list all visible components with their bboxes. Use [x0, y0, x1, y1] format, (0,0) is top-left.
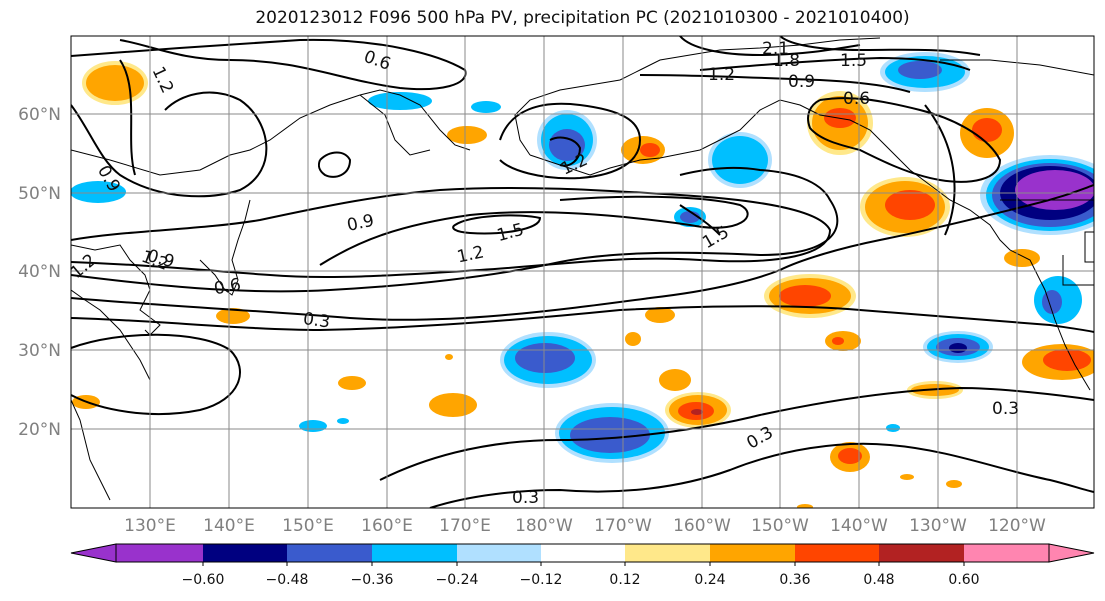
lon-label: 130°W: [909, 516, 967, 536]
colorbar-segment: [879, 544, 964, 562]
contour-label: 2.1: [762, 39, 789, 59]
lat-label: 20°N: [18, 420, 61, 440]
lon-label: 170°E: [439, 516, 491, 536]
contour-label: 0.3: [512, 488, 539, 508]
colorbar-segment: [287, 544, 372, 562]
colorbar-segment: [964, 544, 1049, 562]
contour-label: 0.6: [843, 89, 870, 109]
longitude-labels: 130°E 140°E 150°E 160°E 170°E 180°W 170°…: [124, 516, 1046, 536]
colorbar-tick-label: 0.12: [609, 572, 640, 588]
lon-label: 120°W: [988, 516, 1046, 536]
colorbar-tick-label: −0.24: [436, 572, 479, 588]
contour-label: 0.9: [788, 72, 815, 92]
colorbar-tick-label: −0.60: [182, 572, 225, 588]
map-title: 2020123012 F096 500 hPa PV, precipitatio…: [255, 8, 910, 28]
contour-label: 0.6: [212, 275, 242, 299]
lon-label: 160°E: [361, 516, 413, 536]
lon-label: 130°E: [124, 516, 176, 536]
precip-shading: [71, 52, 1094, 508]
colorbar-tick-label: 0.24: [694, 572, 725, 588]
colorbar-extend-max: [1048, 543, 1095, 563]
colorbar-tick-label: 0.36: [779, 572, 810, 588]
lat-label: 50°N: [18, 184, 61, 204]
lat-label: 30°N: [18, 341, 61, 361]
colorbar-segment: [372, 544, 457, 562]
lat-label: 60°N: [18, 105, 61, 125]
contour-label: 1.8: [773, 51, 800, 71]
gridlines: [71, 36, 1094, 508]
colorbar-segment: [541, 544, 625, 562]
colorbar-segment: [116, 544, 203, 562]
contour-label: 0.3: [992, 399, 1019, 419]
colorbar-segment: [795, 544, 879, 562]
colorbar-segment: [710, 544, 795, 562]
latitude-labels: 60°N 50°N 40°N 30°N 20°N: [18, 105, 61, 440]
colorbar-ticks: [202, 562, 965, 566]
lon-label: 150°E: [282, 516, 334, 536]
lon-label: 180°W: [515, 516, 573, 536]
pv-contours: [71, 36, 1094, 508]
lat-label: 40°N: [18, 262, 61, 282]
colorbar: −0.60 −0.48 −0.36 −0.24 −0.12 0.12 0.24 …: [70, 543, 1095, 588]
lon-label: 150°W: [751, 516, 809, 536]
colorbar-tick-label: 0.60: [948, 572, 979, 588]
map-frame: [70, 35, 1095, 509]
colorbar-segment: [457, 544, 541, 562]
contour-label: 0.3: [302, 309, 332, 333]
lon-label: 160°W: [673, 516, 731, 536]
colorbar-segment: [625, 544, 710, 562]
lon-label: 170°W: [594, 516, 652, 536]
colorbar-extend-min: [70, 543, 117, 563]
colorbar-tick-label: −0.48: [266, 572, 309, 588]
contour-label: 1.2: [708, 65, 735, 85]
colorbar-tick-label: 0.48: [863, 572, 894, 588]
contour-label: 1.5: [840, 51, 867, 71]
colorbar-tick-label: −0.36: [351, 572, 394, 588]
coastlines: [71, 37, 1094, 501]
lon-label: 140°W: [830, 516, 888, 536]
lon-label: 140°E: [203, 516, 255, 536]
colorbar-tick-label: −0.12: [520, 572, 563, 588]
colorbar-segment: [203, 544, 287, 562]
